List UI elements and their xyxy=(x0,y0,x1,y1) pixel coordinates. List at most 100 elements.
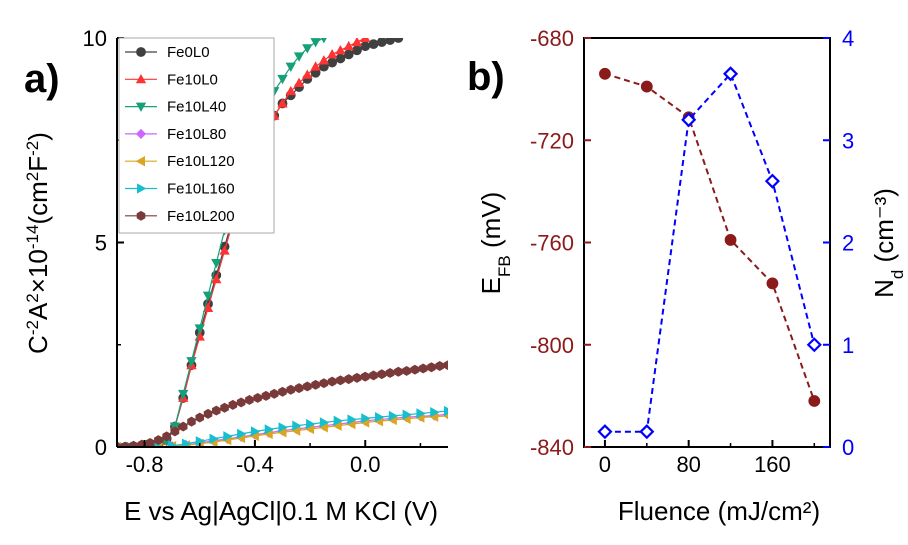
legend-label-fe10l0: Fe10L0 xyxy=(167,71,218,88)
legend-marker-fe0l0 xyxy=(136,47,146,57)
data-point-fe10l160 xyxy=(306,418,316,430)
data-point-fe10l40 xyxy=(293,52,305,62)
data-point-fe10l0 xyxy=(211,273,222,284)
data-point-fe10l200 xyxy=(195,412,205,423)
data-point-fe10l0 xyxy=(302,69,313,79)
x-tick-label-b: 160 xyxy=(754,452,791,477)
legend-label-fe0l0: Fe0L0 xyxy=(167,44,210,61)
data-point-nd xyxy=(806,337,822,353)
x-tick-label-b: 80 xyxy=(676,452,700,477)
data-point-fe10l200 xyxy=(170,426,180,437)
data-point-fe10l160 xyxy=(264,424,275,435)
right-axis-label-b-main: N xyxy=(869,279,899,298)
x-axis-label-a: E vs Ag|AgCl|0.1 M KCl (V) xyxy=(124,496,438,526)
legend-a-box xyxy=(118,37,275,234)
x-tick-label-a: -0.8 xyxy=(126,452,164,477)
right-axis-label-b: Nd (cm⁻³) xyxy=(869,188,907,298)
data-point-fe10l160 xyxy=(168,440,178,447)
data-point-fe10l40 xyxy=(302,44,313,54)
data-point-fe0l0 xyxy=(368,39,379,50)
data-point-fe10l40 xyxy=(277,74,288,85)
data-point-fe10l200 xyxy=(319,378,329,389)
data-point-nd xyxy=(597,424,613,440)
data-point-fe10l160 xyxy=(416,408,426,419)
right-tick-label-b: 3 xyxy=(842,128,854,153)
data-point-fe0l0 xyxy=(360,41,371,52)
data-point-fe10l160 xyxy=(209,433,219,444)
legend-marker-fe10l200 xyxy=(136,210,146,221)
data-point-fe10l160 xyxy=(250,426,261,437)
legend-label-fe10l160: Fe10L160 xyxy=(167,181,235,198)
data-point-fe10l200 xyxy=(245,395,254,405)
data-point-fe10l40 xyxy=(310,38,321,48)
data-point-fe10l200 xyxy=(410,364,420,375)
data-point-fe0l0 xyxy=(385,38,395,45)
data-point-fe10l200 xyxy=(427,362,436,373)
data-point-fe10l200 xyxy=(402,365,411,376)
panel-b-letter: b) xyxy=(467,55,505,99)
data-point-fe10l40 xyxy=(202,291,214,301)
data-point-fe10l200 xyxy=(203,408,213,419)
data-point-fe10l200 xyxy=(236,397,246,408)
data-point-fe10l200 xyxy=(294,383,304,394)
x-tick-label-a: 0.0 xyxy=(350,452,381,477)
x-tick-label-a: -0.4 xyxy=(236,452,274,477)
left-axis-label-b-sub: FB xyxy=(495,255,514,277)
data-point-fe10l160 xyxy=(430,407,440,418)
data-point-fe10l160 xyxy=(237,428,247,440)
data-point-fe10l200 xyxy=(443,360,448,371)
data-point-efb xyxy=(640,80,653,93)
data-point-fe10l200 xyxy=(154,435,163,446)
data-point-fe10l200 xyxy=(269,388,279,399)
legend-label-fe10l200: Fe10L200 xyxy=(167,208,235,225)
data-point-fe10l200 xyxy=(120,441,130,447)
data-point-fe10l0 xyxy=(293,77,305,87)
left-tick-label-b: -800 xyxy=(530,333,574,358)
legend-marker-fe10l120 xyxy=(135,156,146,167)
data-point-fe0l0 xyxy=(376,38,387,47)
data-point-fe0l0 xyxy=(335,53,346,64)
legend-a: Fe0L0 Fe10L0 Fe10L40 Fe10L80 Fe10L120 Fe10L16… xyxy=(118,37,275,234)
data-point-fe0l0 xyxy=(343,49,354,60)
panel-a: a) -0.8 -0.4 0.0 0 5 10 E vs Ag|AgCl|0.1 M KC… xyxy=(23,26,448,526)
data-point-nd xyxy=(681,112,697,128)
data-point-fe10l200 xyxy=(278,386,287,397)
series-line-nd xyxy=(604,71,816,433)
data-point-fe10l0 xyxy=(326,49,338,59)
data-point-fe10l200 xyxy=(377,369,387,380)
plot-b-area xyxy=(597,66,822,440)
data-point-fe10l200 xyxy=(352,372,362,383)
data-point-fe10l200 xyxy=(360,371,370,382)
data-point-fe10l160 xyxy=(375,411,385,423)
axes-b: 0 80 160 -840 -800 -760 -720 -680 0 1 2 3 4 xyxy=(530,26,854,477)
data-point-fe10l200 xyxy=(129,440,138,447)
data-point-fe10l0 xyxy=(219,245,230,255)
data-point-fe10l40 xyxy=(211,258,222,269)
left-tick-label-b: -680 xyxy=(530,26,574,51)
left-tick-label-b: -720 xyxy=(530,128,574,153)
x-axis-label-b-text: Fluence (mJ/cm²) xyxy=(618,496,820,526)
data-point-fe10l200 xyxy=(435,361,445,371)
legend-marker-fe10l0 xyxy=(135,73,147,84)
data-point-fe10l40 xyxy=(194,324,205,334)
data-point-fe10l160 xyxy=(361,413,371,424)
data-point-fe10l160 xyxy=(319,417,330,428)
right-tick-label-b: 4 xyxy=(842,26,854,51)
data-point-fe10l0 xyxy=(351,38,363,47)
data-point-fe10l200 xyxy=(344,374,353,385)
left-tick-label-b: -840 xyxy=(530,435,574,460)
data-point-fe10l200 xyxy=(187,416,196,427)
data-point-fe10l200 xyxy=(303,381,312,392)
data-point-fe0l0 xyxy=(352,45,362,56)
x-axis-label-b: Fluence (mJ/cm²) xyxy=(618,496,820,526)
panel-a-letter: a) xyxy=(24,57,60,101)
data-point-fe10l160 xyxy=(181,438,192,447)
right-tick-label-b: 2 xyxy=(842,231,854,256)
data-point-fe10l200 xyxy=(311,379,320,390)
data-point-fe10l160 xyxy=(278,422,288,433)
data-point-fe10l200 xyxy=(286,384,296,395)
legend-marker-fe10l160 xyxy=(136,183,147,194)
y-tick-label-a: 10 xyxy=(83,26,107,51)
right-tick-label-b: 0 xyxy=(842,435,854,460)
